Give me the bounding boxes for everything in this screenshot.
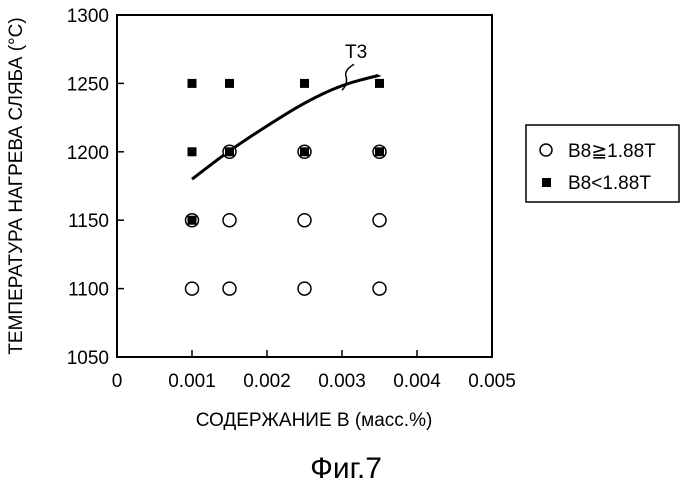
y-tick-label: 1050 bbox=[67, 348, 109, 369]
point-filled-square bbox=[300, 147, 309, 156]
curve-t3 bbox=[192, 75, 380, 179]
legend: B8≧1.88T B8<1.88T bbox=[526, 125, 679, 202]
x-tick-label: 0.001 bbox=[168, 371, 216, 392]
y-tick-label: 1150 bbox=[68, 211, 109, 232]
point-filled-square bbox=[188, 79, 197, 88]
x-tick-label: 0.005 bbox=[468, 371, 516, 392]
point-open-circle bbox=[373, 282, 386, 295]
x-tick-label: 0.002 bbox=[243, 371, 291, 392]
y-axis: 1050 1100 1150 1200 1250 1300 bbox=[67, 6, 124, 369]
point-filled-square bbox=[188, 216, 197, 225]
x-tick-label: 0.004 bbox=[393, 371, 441, 392]
point-filled-square bbox=[375, 147, 384, 156]
point-filled-square bbox=[188, 147, 197, 156]
y-tick-label: 1100 bbox=[68, 280, 109, 301]
y-tick-label: 1200 bbox=[67, 143, 109, 164]
legend-label: B8<1.88T bbox=[568, 173, 651, 194]
point-filled-square bbox=[225, 147, 234, 156]
point-open-circle bbox=[223, 214, 236, 227]
x-tick-label: 0.003 bbox=[318, 371, 366, 392]
point-filled-square bbox=[300, 79, 309, 88]
figure-caption: Фиг.7 bbox=[310, 452, 382, 485]
y-tick-label: 1300 bbox=[67, 6, 109, 27]
legend-label: B8≧1.88T bbox=[568, 141, 656, 162]
curve-layer: T3 bbox=[192, 42, 380, 179]
point-open-circle bbox=[186, 282, 199, 295]
point-open-circle bbox=[373, 214, 386, 227]
point-filled-square bbox=[375, 79, 384, 88]
curve-label: T3 bbox=[345, 42, 367, 63]
point-open-circle bbox=[298, 282, 311, 295]
y-axis-title: ТЕМПЕРАТУРА НАГРЕВА СЛЯБА (°C) bbox=[6, 17, 27, 354]
point-filled-square bbox=[225, 79, 234, 88]
plot-border bbox=[117, 15, 492, 357]
y-tick-label: 1250 bbox=[67, 74, 109, 95]
point-open-circle bbox=[298, 214, 311, 227]
point-open-circle bbox=[223, 282, 236, 295]
plot-area bbox=[117, 15, 492, 357]
legend-marker-open-circle bbox=[540, 144, 552, 156]
x-tick-label: 0 bbox=[112, 371, 123, 392]
marks-layer bbox=[186, 79, 387, 295]
x-axis-title: СОДЕРЖАНИЕ В (масс.%) bbox=[196, 410, 433, 431]
legend-marker-filled-square bbox=[542, 178, 551, 187]
